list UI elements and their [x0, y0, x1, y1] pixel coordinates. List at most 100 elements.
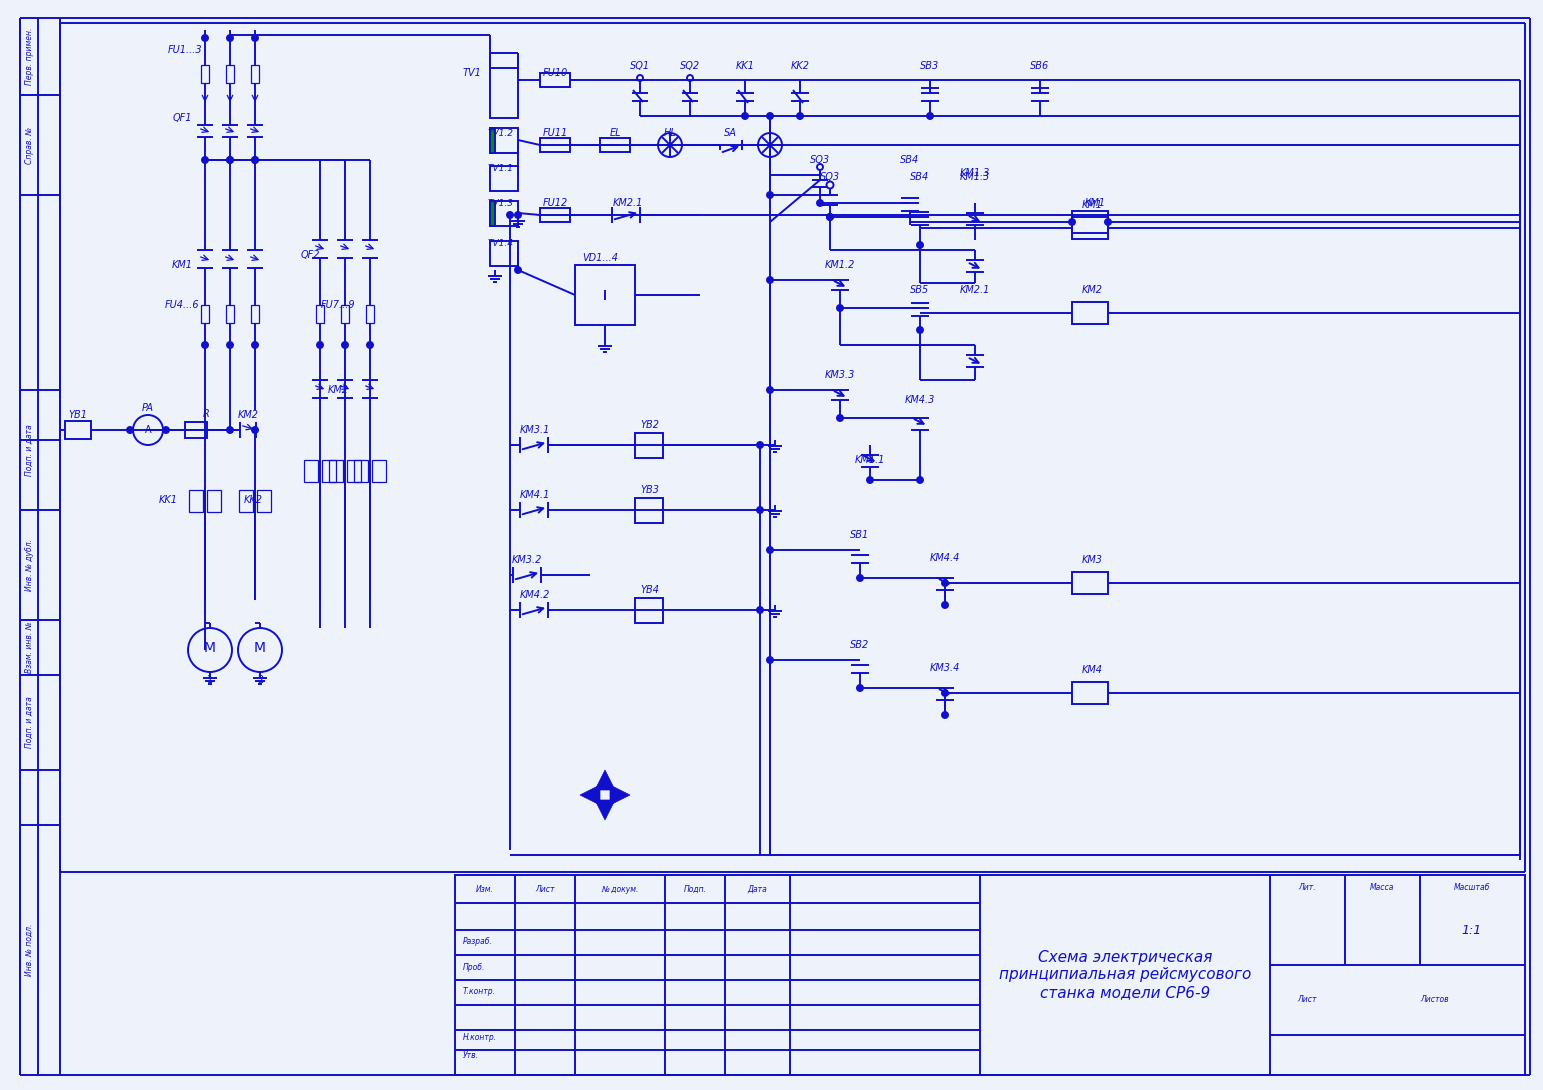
Bar [491, 201, 495, 226]
Bar [322, 460, 336, 482]
Text: Разраб.: Разраб. [463, 937, 492, 946]
Text: Справ. №: Справ. № [25, 126, 34, 164]
Text: Проб.: Проб. [463, 962, 486, 971]
Text: KM3: KM3 [1082, 555, 1103, 565]
Circle shape [856, 576, 863, 581]
Text: SB2: SB2 [850, 640, 870, 650]
Circle shape [687, 75, 693, 81]
Text: Масштаб: Масштаб [1454, 883, 1491, 892]
Text: KK1: KK1 [159, 495, 177, 505]
Text: YB1: YB1 [68, 410, 88, 420]
Bar [188, 490, 204, 512]
Text: KK2: KK2 [790, 61, 810, 71]
Text: SB3: SB3 [920, 61, 940, 71]
Circle shape [798, 113, 802, 119]
Circle shape [1105, 219, 1111, 225]
Text: KM1: KM1 [1082, 199, 1103, 210]
Bar [185, 422, 207, 438]
Circle shape [316, 342, 322, 348]
Circle shape [515, 267, 522, 272]
Bar [304, 460, 318, 482]
Circle shape [941, 690, 947, 697]
Circle shape [252, 342, 258, 348]
Text: Подп.: Подп. [684, 884, 707, 894]
Circle shape [941, 602, 947, 608]
Bar [540, 208, 569, 222]
Text: KM3.4: KM3.4 [930, 663, 960, 673]
Text: SB5: SB5 [910, 284, 929, 295]
Text: KM4.3: KM4.3 [904, 395, 935, 405]
Text: YB3: YB3 [640, 485, 659, 495]
Circle shape [941, 580, 947, 586]
Text: Дата: Дата [747, 884, 767, 894]
Bar [353, 460, 367, 482]
Circle shape [767, 113, 773, 119]
Text: 1: 1 [207, 675, 213, 685]
Text: SA: SA [724, 128, 736, 138]
Text: M: M [255, 641, 265, 655]
Bar [252, 305, 259, 323]
Circle shape [252, 157, 258, 164]
Text: № докум.: № докум. [602, 884, 639, 894]
Text: VD1...4: VD1...4 [582, 253, 619, 263]
Circle shape [508, 211, 512, 218]
Circle shape [767, 547, 773, 553]
Bar [491, 166, 518, 191]
Text: KM1: KM1 [171, 261, 193, 270]
Circle shape [767, 657, 773, 663]
Text: KM1: KM1 [1085, 198, 1105, 208]
Text: EL: EL [609, 128, 620, 138]
Bar [600, 138, 630, 152]
Bar [225, 65, 235, 83]
Bar [491, 241, 518, 266]
Bar [576, 265, 636, 325]
Bar [1072, 302, 1108, 324]
Circle shape [202, 35, 208, 41]
Text: Масса: Масса [1370, 883, 1395, 892]
Bar [201, 305, 208, 323]
Circle shape [202, 157, 208, 164]
Text: KM2: KM2 [327, 385, 349, 395]
Circle shape [917, 327, 923, 334]
Text: Утв.: Утв. [463, 1051, 478, 1059]
Circle shape [917, 242, 923, 249]
Bar [636, 433, 663, 458]
Text: R: R [202, 409, 210, 419]
Text: Н.контр.: Н.контр. [463, 1032, 497, 1042]
Circle shape [227, 427, 233, 433]
Text: KM3.2: KM3.2 [512, 555, 542, 565]
Text: Перв. примен.: Перв. примен. [25, 27, 34, 85]
Text: SQ3: SQ3 [810, 155, 830, 165]
Bar [372, 460, 386, 482]
Text: SB4: SB4 [901, 155, 920, 165]
Bar [491, 68, 518, 118]
Text: KM2.1: KM2.1 [960, 284, 991, 295]
Text: QF1: QF1 [173, 113, 191, 123]
Polygon shape [609, 785, 630, 806]
Text: SB6: SB6 [1031, 61, 1049, 71]
Bar [1072, 217, 1108, 239]
Text: KM2: KM2 [238, 410, 259, 420]
Text: QF2: QF2 [301, 250, 319, 261]
Text: YB2: YB2 [640, 420, 659, 429]
Text: Т.контр.: Т.контр. [463, 988, 495, 996]
Bar [341, 305, 349, 323]
Text: Листов: Листов [1421, 995, 1449, 1005]
Text: KM4.1: KM4.1 [520, 490, 551, 500]
Bar [1072, 572, 1108, 594]
Circle shape [252, 35, 258, 41]
Polygon shape [580, 785, 600, 806]
Bar [347, 460, 361, 482]
Bar [1072, 682, 1108, 704]
Text: Подп. и дата: Подп. и дата [25, 697, 34, 748]
Text: KM1.3: KM1.3 [960, 172, 991, 182]
Text: Подп. и дата: Подп. и дата [25, 424, 34, 476]
Circle shape [227, 157, 233, 164]
Circle shape [227, 35, 233, 41]
Text: PA: PA [142, 403, 154, 413]
Text: A: A [145, 425, 151, 435]
Text: FU11: FU11 [543, 128, 568, 138]
Bar [65, 421, 91, 439]
Text: SB1: SB1 [850, 530, 870, 540]
Circle shape [856, 685, 863, 691]
